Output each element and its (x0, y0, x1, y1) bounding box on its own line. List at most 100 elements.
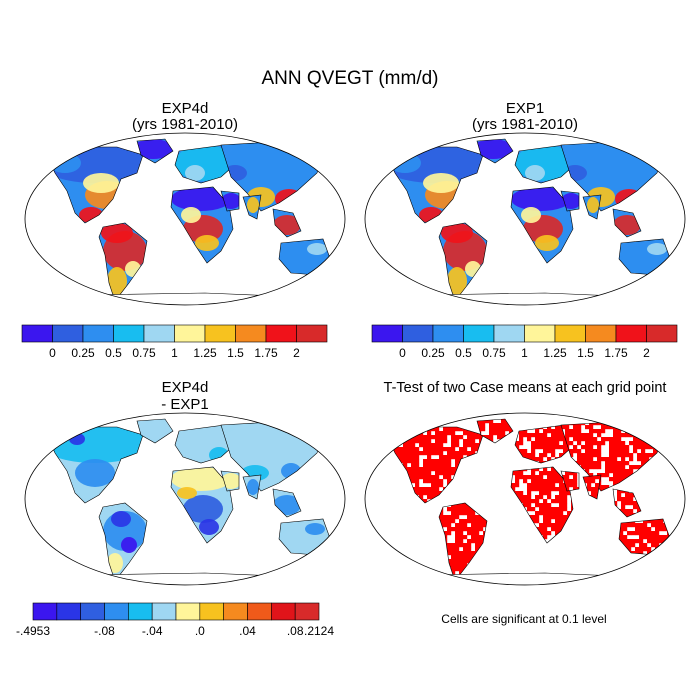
significant-cell (595, 491, 600, 496)
significant-cell (515, 511, 520, 516)
colorbar-tick-label: -.08 (94, 624, 115, 638)
significant-cell (653, 473, 658, 478)
significant-cell (527, 535, 532, 540)
significant-cell (633, 437, 638, 442)
significant-cell (427, 455, 432, 460)
significant-cell (653, 489, 658, 491)
significant-cell (539, 453, 544, 458)
significant-cell (637, 441, 642, 446)
significant-cell (573, 475, 578, 480)
significant-cell (451, 471, 456, 476)
significant-cell (519, 425, 524, 430)
map-land-layer (386, 418, 672, 585)
significant-cell (523, 499, 528, 504)
significant-cell (479, 523, 484, 528)
significant-cell (463, 563, 468, 568)
significant-cell (601, 457, 606, 462)
significant-cell (641, 449, 646, 454)
significant-cell (559, 425, 564, 430)
significant-cell (451, 579, 456, 581)
significant-cell (467, 527, 472, 532)
significant-cell (415, 487, 420, 492)
significant-cell (617, 469, 622, 474)
significant-cell (479, 435, 483, 440)
significant-cell (443, 531, 448, 536)
significant-cell (649, 437, 654, 442)
significant-cell (573, 461, 578, 466)
significant-cell (523, 479, 528, 484)
significant-cell (493, 423, 498, 428)
significant-cell (551, 487, 556, 492)
significant-cell (455, 435, 460, 440)
significant-cell (509, 439, 513, 443)
significant-cell (535, 445, 540, 450)
significant-cell (581, 457, 586, 462)
significant-cell (657, 489, 662, 491)
significant-cell (427, 459, 432, 464)
significant-cell (451, 451, 456, 456)
map-border (364, 412, 686, 586)
significant-cell (427, 463, 432, 468)
map-exp4d (24, 132, 346, 306)
significant-cell (479, 507, 484, 512)
significant-cell (625, 421, 630, 426)
significant-cell (451, 515, 456, 520)
significant-cell (649, 429, 654, 434)
significant-cell (597, 441, 602, 446)
colorbar-swatch (175, 602, 201, 621)
significant-cell (577, 437, 582, 442)
significant-cell (543, 507, 548, 512)
significant-cell (559, 495, 564, 500)
significant-cell (387, 435, 392, 440)
significant-cell (591, 475, 596, 480)
significant-cell (625, 449, 630, 454)
significant-cell (387, 487, 392, 492)
significant-cell (631, 539, 636, 544)
significant-cell (463, 543, 468, 548)
region-patch (177, 487, 197, 499)
significant-cell (637, 453, 642, 458)
significant-cell (407, 459, 412, 464)
significant-cell (451, 427, 456, 432)
significant-cell (597, 429, 602, 434)
coastline-greenland (136, 418, 174, 444)
significant-cell (531, 499, 536, 504)
significant-cell (555, 531, 560, 536)
coastline-greenland (476, 138, 514, 164)
significant-cell (555, 475, 560, 480)
significant-cell (559, 503, 564, 508)
region-patches-europe (515, 145, 575, 181)
significant-cell (471, 471, 476, 476)
significant-cell (447, 547, 452, 552)
colorbar-swatch (402, 324, 434, 343)
coastline-arabia (220, 190, 240, 212)
significant-cell (415, 471, 420, 476)
significant-cell (455, 439, 460, 444)
significant-cell (663, 547, 668, 552)
significant-cell (561, 465, 566, 470)
significant-cell (639, 539, 644, 544)
significant-cell (565, 425, 570, 430)
significant-cell (647, 547, 652, 552)
significant-cell (617, 493, 622, 498)
significant-cell (567, 535, 572, 540)
significant-cell (589, 429, 594, 434)
significant-cell (637, 489, 641, 494)
significant-cell (649, 421, 654, 426)
significant-cell (623, 535, 628, 540)
significant-cell (515, 483, 520, 488)
significant-cell (573, 445, 578, 450)
colorbar-tick-label: 0.75 (132, 346, 156, 360)
significant-cell (535, 511, 540, 516)
significant-cell (439, 495, 444, 500)
significant-cell (459, 507, 464, 512)
region-patches-australia (281, 243, 329, 273)
significant-cell (501, 435, 506, 440)
significant-cell (619, 523, 624, 528)
significant-cell (483, 551, 487, 556)
significant-cell (551, 511, 556, 516)
significant-cell (395, 439, 400, 444)
significant-cell (411, 475, 416, 480)
significant-cell (657, 477, 662, 482)
significant-cell (589, 453, 594, 458)
